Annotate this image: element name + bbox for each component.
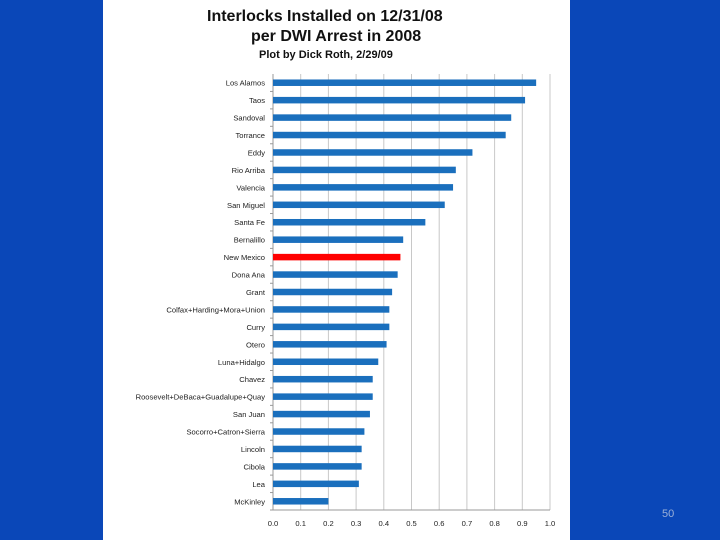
category-label: Lincoln: [241, 445, 265, 454]
category-label: Cibola: [243, 462, 265, 471]
bar-valencia: [273, 184, 454, 191]
bar-roosevelt-debaca-guadalupe-quay: [273, 393, 373, 400]
x-tick-label: 0.4: [379, 519, 390, 528]
category-label: Luna+Hidalgo: [218, 358, 265, 367]
category-label: New Mexico: [224, 253, 265, 262]
bar-rio-arriba: [273, 166, 456, 174]
bar-san-juan: [273, 410, 370, 418]
x-tick-label: 0.9: [517, 519, 528, 528]
bar-luna-hidalgo: [273, 358, 379, 366]
bar-san-miguel: [273, 201, 445, 209]
x-tick-label: 1.0: [545, 519, 556, 528]
x-tick-label: 0.1: [295, 519, 306, 528]
bar-chavez: [273, 375, 373, 383]
category-label: Otero: [246, 340, 265, 349]
category-label: Eddy: [248, 148, 266, 157]
x-tick-label: 0.8: [489, 519, 500, 528]
bar-eddy: [273, 149, 473, 156]
category-label: Curry: [246, 323, 265, 332]
bar-socorro-catron-sierra: [273, 428, 365, 435]
chart-title-line-1: Interlocks Installed on 12/31/08: [207, 8, 443, 25]
x-tick-label: 0.5: [406, 519, 417, 528]
bar-sandoval: [273, 114, 512, 121]
bar-new-mexico: [273, 253, 401, 261]
x-tick-label: 0.0: [268, 519, 279, 528]
bar-cibola: [273, 463, 362, 470]
category-label: San Juan: [233, 410, 265, 419]
slide-panel: Interlocks Installed on 12/31/08 per DWI…: [103, 0, 570, 540]
bar-colfax-harding-mora-union: [273, 306, 390, 313]
x-tick-label: 0.6: [434, 519, 445, 528]
category-label: Lea: [252, 480, 265, 489]
category-label: Roosevelt+DeBaca+Guadalupe+Quay: [136, 393, 266, 402]
bar-lea: [273, 480, 359, 488]
category-label: Los Alamos: [226, 79, 265, 88]
bar-lincoln: [273, 445, 362, 453]
category-label: Taos: [249, 96, 265, 105]
chart-title-line-2: per DWI Arrest in 2008: [251, 28, 422, 45]
category-label: Grant: [246, 288, 266, 297]
category-label: Bernalillo: [234, 236, 265, 245]
category-label: Sandoval: [233, 114, 265, 123]
category-label: Rio Arriba: [232, 166, 266, 175]
bar-taos: [273, 96, 526, 104]
category-label: Socorro+Catron+Sierra: [186, 428, 265, 437]
category-label: Valencia: [236, 183, 265, 192]
bar-chart: Los Alamos Taos Sandoval Torrance Eddy Rio Ar…: [136, 74, 556, 528]
category-label: San Miguel: [227, 201, 265, 210]
x-tick-label: 0.7: [462, 519, 473, 528]
category-label: McKinley: [234, 497, 265, 506]
category-label: Dona Ana: [232, 271, 266, 280]
bar-torrance: [273, 131, 506, 139]
page-number: 50: [662, 508, 675, 520]
x-tick-label: 0.2: [323, 519, 334, 528]
bar-santa-fe: [273, 218, 426, 226]
x-tick-label: 0.3: [351, 519, 362, 528]
bar-mckinley: [273, 498, 329, 505]
bar-grant: [273, 288, 393, 296]
bar-dona-ana: [273, 271, 398, 278]
category-label: Torrance: [235, 131, 265, 140]
category-label: Colfax+Harding+Mora+Union: [166, 305, 265, 314]
category-label: Chavez: [239, 375, 265, 384]
bar-bernalillo: [273, 236, 404, 243]
chart-subtitle: Plot by Dick Roth, 2/29/09: [259, 49, 393, 61]
category-label: Santa Fe: [234, 218, 265, 227]
bar-los-alamos: [273, 79, 537, 86]
bar-otero: [273, 341, 387, 348]
bar-curry: [273, 323, 390, 331]
